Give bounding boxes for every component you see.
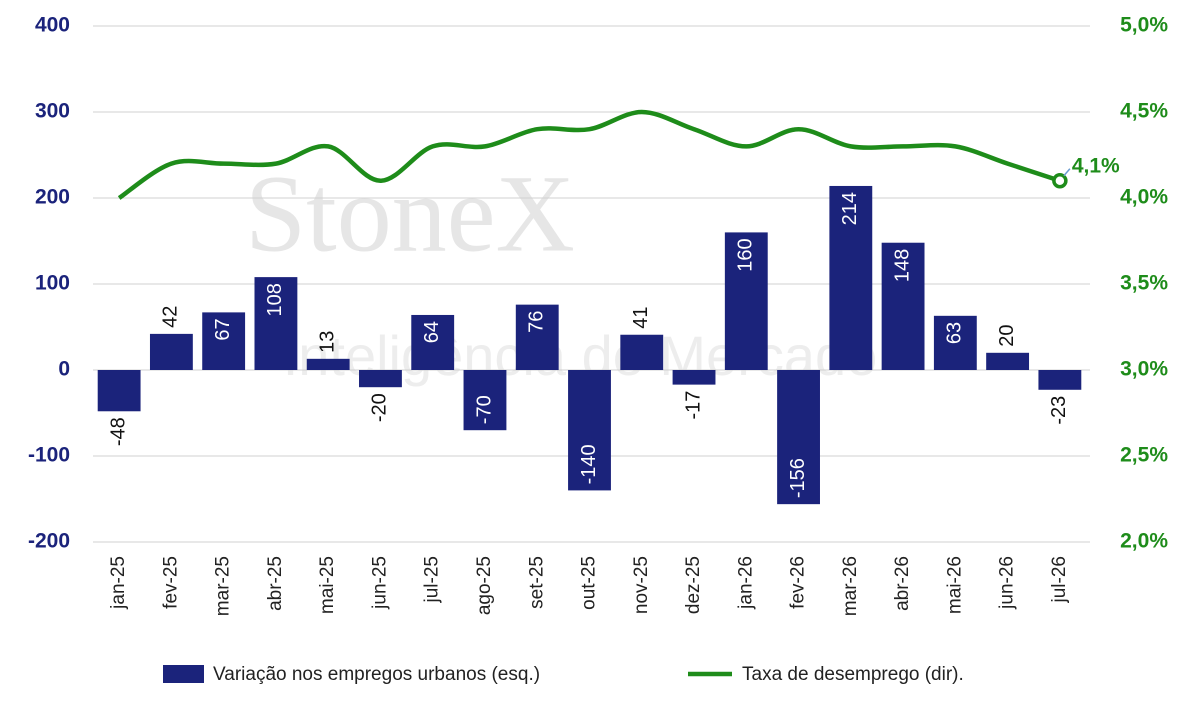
value-label: 76 <box>526 311 548 333</box>
x-tick-label: abr-26 <box>892 556 913 611</box>
label-leader <box>1063 168 1071 177</box>
y-tick-label: 200 <box>35 186 70 209</box>
y2-tick-label: 4,0% <box>1120 186 1168 209</box>
legend-label: Variação nos empregos urbanos (esq.) <box>213 664 540 685</box>
x-tick-label: ago-25 <box>474 556 495 615</box>
y2-tick-label: 2,0% <box>1120 530 1168 553</box>
value-label: 13 <box>316 331 338 353</box>
y-tick-label: 400 <box>35 14 70 37</box>
x-tick-label: mai-26 <box>944 556 965 614</box>
line <box>117 109 1061 200</box>
x-tick-label: mar-26 <box>840 556 861 616</box>
y-tick-label: 300 <box>35 100 70 123</box>
bar <box>881 242 925 370</box>
value-label: -70 <box>473 395 495 424</box>
x-tick-label: fev-25 <box>160 556 181 609</box>
end-marker <box>1052 173 1068 189</box>
value-label: 160 <box>735 238 757 271</box>
bar <box>672 370 716 385</box>
bar <box>986 352 1030 370</box>
x-tick-label: jul-26 <box>1049 556 1070 603</box>
bar <box>254 277 298 370</box>
value-label: 108 <box>264 283 286 316</box>
value-label: -23 <box>1048 396 1070 425</box>
y2-tick-label: 5,0% <box>1120 14 1168 37</box>
x-tick-label: nov-25 <box>631 556 652 614</box>
x-tick-label: mai-25 <box>317 556 338 614</box>
y2-tick-label: 2,5% <box>1120 444 1168 467</box>
value-label: -20 <box>369 393 391 422</box>
bar <box>620 334 664 370</box>
legend-label: Taxa de desemprego (dir). <box>742 664 964 685</box>
y-tick-label: 0 <box>58 358 70 381</box>
x-tick-label: out-25 <box>579 556 600 610</box>
bar <box>1038 370 1082 390</box>
bar <box>149 333 193 370</box>
bar <box>568 370 611 491</box>
value-label: 63 <box>944 322 966 344</box>
y-tick-label: -100 <box>28 444 70 467</box>
y-tick-label: -200 <box>28 530 70 553</box>
x-tick-label: dez-25 <box>683 556 704 614</box>
bar <box>97 370 141 412</box>
x-tick-label: jun-25 <box>369 556 390 610</box>
value-label: -17 <box>682 391 704 420</box>
legend-swatch <box>163 665 204 683</box>
x-tick-label: mar-25 <box>213 556 234 616</box>
value-label: 67 <box>212 318 234 340</box>
value-label: 64 <box>421 321 443 343</box>
x-tick-label: jun-26 <box>997 556 1018 610</box>
bar <box>463 370 507 431</box>
value-label: 41 <box>630 306 652 328</box>
x-tick-label: fev-26 <box>788 556 809 609</box>
value-label: 214 <box>839 192 861 225</box>
value-label: -48 <box>107 417 129 446</box>
y2-tick-label: 3,0% <box>1120 358 1168 381</box>
value-label: 148 <box>891 249 913 282</box>
y2-tick-label: 3,5% <box>1120 272 1168 295</box>
bar <box>724 232 768 370</box>
bar <box>829 185 873 370</box>
x-tick-label: jan-25 <box>108 556 129 610</box>
bar <box>777 370 820 505</box>
bar <box>359 370 402 388</box>
bar <box>411 314 455 370</box>
y2-tick-label: 4,5% <box>1120 100 1168 123</box>
y-tick-label: 100 <box>35 272 70 295</box>
watermark: StoneX <box>245 152 575 274</box>
x-tick-label: jan-26 <box>735 556 756 610</box>
value-label: -156 <box>787 458 809 498</box>
value-label: 20 <box>996 325 1018 347</box>
bar <box>306 358 350 370</box>
value-label: 42 <box>160 306 182 328</box>
x-tick-label: abr-25 <box>265 556 286 611</box>
value-label: 4,1% <box>1072 154 1120 177</box>
bar <box>933 315 977 370</box>
bar <box>515 304 559 370</box>
x-tick-label: set-25 <box>526 556 547 609</box>
value-label: -140 <box>578 444 600 484</box>
bar <box>202 312 246 370</box>
x-tick-label: jul-25 <box>422 556 443 603</box>
